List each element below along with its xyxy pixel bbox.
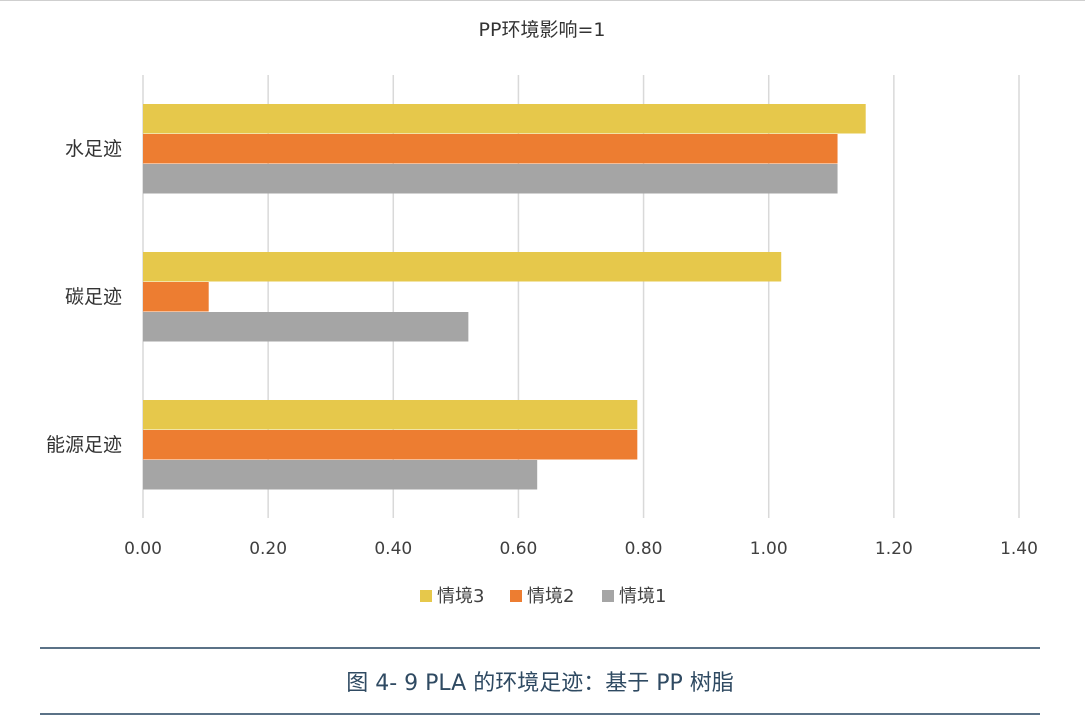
category-label: 水足迹: [65, 138, 122, 160]
bar: [143, 460, 538, 490]
bars: [143, 104, 866, 490]
chart-title: PP环境影响=1: [479, 19, 606, 41]
x-tick-label: 1.40: [1000, 539, 1038, 559]
x-tick-label: 1.00: [750, 539, 788, 559]
x-tick-label: 1.20: [875, 539, 913, 559]
top-border-line: [0, 0, 1085, 1]
legend: 情境3 情境2 情境1: [420, 586, 666, 607]
category-label: 碳足迹: [65, 286, 122, 308]
legend-swatch: [602, 590, 614, 602]
legend-swatch: [510, 590, 522, 602]
bar: [143, 164, 838, 194]
caption-rule-top: [40, 647, 1040, 649]
x-tick-label: 0.60: [499, 539, 537, 559]
x-tick-label: 0.00: [124, 539, 162, 559]
caption-rule-bottom: [40, 713, 1040, 715]
x-tick-label: 0.40: [374, 539, 412, 559]
bar: [143, 430, 638, 460]
legend-label: 情境3: [437, 586, 484, 607]
bar: [143, 134, 838, 164]
bar: [143, 104, 866, 134]
legend-label: 情境1: [619, 586, 666, 607]
figure-caption: 图 4- 9 PLA 的环境足迹：基于 PP 树脂: [346, 671, 734, 696]
figure-caption-block: 图 4- 9 PLA 的环境足迹：基于 PP 树脂: [40, 647, 1040, 715]
x-tick-label: 0.20: [249, 539, 287, 559]
legend-label: 情境2: [527, 586, 574, 607]
bar: [143, 282, 209, 312]
category-label: 能源足迹: [46, 434, 122, 456]
bar: [143, 312, 469, 342]
x-tick-labels: 0.00 0.20 0.40 0.60 0.80 1.00 1.20 1.40: [124, 539, 1038, 559]
bar: [143, 252, 782, 282]
x-tick-label: 0.80: [625, 539, 663, 559]
bar: [143, 400, 638, 430]
legend-swatch: [420, 590, 432, 602]
